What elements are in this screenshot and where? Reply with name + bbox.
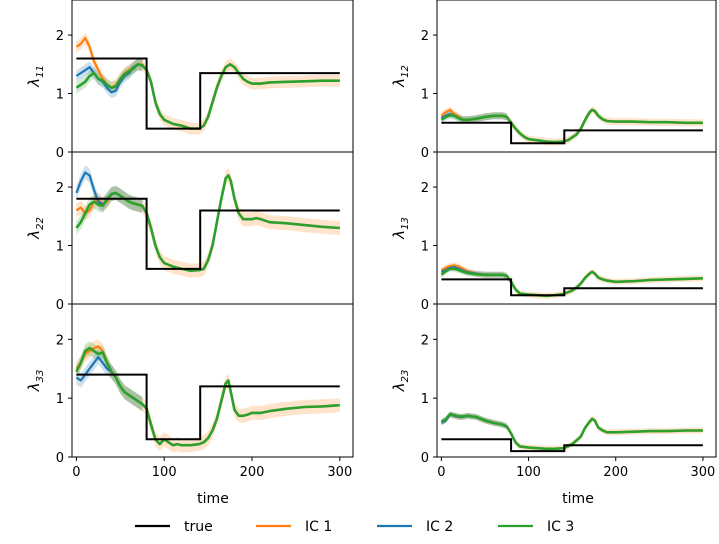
y-axis-label-l33: λ33 xyxy=(25,370,46,393)
series-ic1-l33 xyxy=(75,345,340,447)
x-tick-label-l23-200: 200 xyxy=(603,465,628,480)
series-true-l13 xyxy=(441,278,703,297)
y-tick-label-l33-2: 2 xyxy=(56,333,64,348)
panel-l11: 0 1 2 λ11 xyxy=(25,0,354,161)
y-axis-label-l23: λ23 xyxy=(390,370,411,393)
y-tick-label-l12-0: 0 xyxy=(421,146,429,161)
y-tick-label-l33-1: 1 xyxy=(56,392,64,407)
y-axis-label-base-l33: λ xyxy=(25,382,43,392)
y-tick-label-l33-0: 0 xyxy=(56,451,64,466)
y-axis-label-sub-l12: 12 xyxy=(400,65,411,78)
y-axis-label-l13: λ13 xyxy=(390,217,411,240)
y-tick-label-l23-1: 1 xyxy=(421,392,429,407)
axes-frame-l12 xyxy=(436,0,717,153)
legend: true IC 1 IC 2 IC 3 xyxy=(135,519,574,535)
y-axis-label-sub-l13: 13 xyxy=(400,217,411,230)
panel-l23: 0 1 2 0 100 200 300 λ23 xyxy=(390,303,717,480)
band-ic1-l33 xyxy=(76,339,340,453)
y-tick-label-l22-2: 2 xyxy=(56,181,64,196)
band-ic2-l11 xyxy=(76,58,143,99)
panel-l13: 0 1 2 λ13 xyxy=(390,151,717,313)
y-tick-label-l23-2: 2 xyxy=(421,333,429,348)
legend-label-ic1: IC 1 xyxy=(305,519,332,535)
series-ic3-l12 xyxy=(440,108,703,144)
y-tick-label-l23-0: 0 xyxy=(421,451,429,466)
x-tick-label-l23-300: 300 xyxy=(691,465,716,480)
x-axis-label-right: time xyxy=(562,491,594,507)
series-true-l23 xyxy=(441,438,703,453)
x-tick-label-l33-300: 300 xyxy=(327,465,352,480)
y-axis-label-base-l12: λ xyxy=(390,78,408,88)
series-true-l12 xyxy=(441,121,703,145)
y-tick-label-l13-1: 1 xyxy=(421,240,429,255)
x-tick-label-l33-0: 0 xyxy=(72,465,80,480)
x-tick-label-l23-100: 100 xyxy=(516,465,541,480)
y-tick-label-l11-0: 0 xyxy=(56,146,64,161)
y-axis-label-sub-l33: 33 xyxy=(35,370,46,383)
y-tick-label-l22-0: 0 xyxy=(56,298,64,313)
y-tick-label-l22-1: 1 xyxy=(56,240,64,255)
axes-frame-l33 xyxy=(71,303,354,458)
legend-label-ic3: IC 3 xyxy=(547,519,574,535)
series-ic3-l23 xyxy=(440,412,703,451)
y-tick-label-l12-1: 1 xyxy=(421,88,429,103)
x-tick-label-l23-0: 0 xyxy=(437,465,445,480)
x-tick-label-l33-200: 200 xyxy=(240,465,265,480)
panel-l33: 0 1 2 0 100 200 300 λ33 xyxy=(25,303,354,480)
y-axis-label-base-l11: λ xyxy=(25,78,43,88)
y-tick-label-l11-1: 1 xyxy=(56,88,64,103)
y-tick-label-l13-0: 0 xyxy=(421,298,429,313)
y-axis-label-sub-l22: 22 xyxy=(35,217,46,230)
y-axis-label-l11: λ11 xyxy=(25,65,46,88)
axes-frame-l23 xyxy=(436,303,717,458)
series-ic3-l11 xyxy=(75,63,340,130)
series-true-l33 xyxy=(76,373,340,441)
y-axis-label-l22: λ22 xyxy=(25,217,46,240)
y-tick-label-l13-2: 2 xyxy=(421,181,429,196)
x-axis-label-left: time xyxy=(197,491,229,507)
band-ic3-l12 xyxy=(441,111,507,124)
y-axis-label-base-l22: λ xyxy=(25,230,43,240)
legend-label-true: true xyxy=(184,519,213,535)
x-tick-label-l33-100: 100 xyxy=(152,465,177,480)
band-ic1-l12 xyxy=(441,106,703,146)
band-ic2-l12 xyxy=(441,110,507,124)
y-tick-label-l11-2: 2 xyxy=(56,29,64,44)
series-ic3-l33 xyxy=(75,346,340,447)
legend-label-ic2: IC 2 xyxy=(426,519,453,535)
y-axis-label-sub-l23: 23 xyxy=(400,370,411,383)
series-true-l22 xyxy=(76,197,340,270)
panel-l22: 0 1 2 λ22 xyxy=(25,151,354,313)
y-tick-label-l12-2: 2 xyxy=(421,29,429,44)
y-axis-label-base-l23: λ xyxy=(390,382,408,392)
y-axis-label-l12: λ12 xyxy=(390,65,411,88)
series-true-l11 xyxy=(76,57,340,130)
y-axis-label-sub-l11: 11 xyxy=(35,65,46,78)
y-axis-label-base-l13: λ xyxy=(390,230,408,240)
